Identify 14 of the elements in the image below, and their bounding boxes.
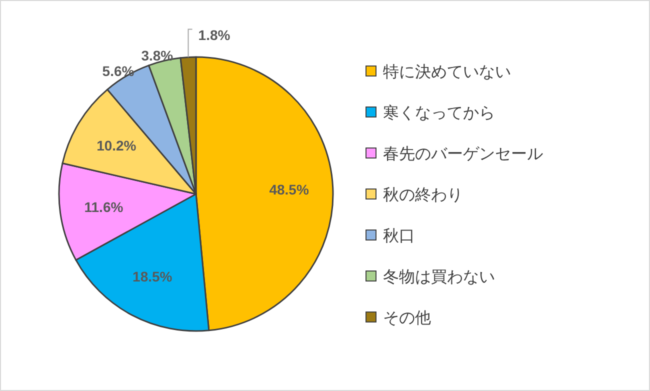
legend-label: 秋口 (383, 228, 415, 245)
data-label: 18.5% (132, 268, 173, 284)
legend-label: 寒くなってから (383, 104, 495, 122)
legend-label: 冬物は買わない (383, 269, 495, 286)
data-label: 11.6% (84, 198, 124, 215)
data-label: 1.8% (198, 27, 231, 44)
legend-label: 特に決めていない (383, 63, 511, 81)
data-label: 10.2% (96, 138, 137, 154)
legend-label: 秋の終わり (383, 187, 463, 204)
data-label: 5.6% (102, 62, 135, 79)
legend-label: 春先のバーゲンセール (383, 145, 543, 163)
legend-label: その他 (383, 310, 431, 327)
data-label: 3.8% (141, 47, 174, 64)
data-label: 48.5% (269, 182, 310, 198)
